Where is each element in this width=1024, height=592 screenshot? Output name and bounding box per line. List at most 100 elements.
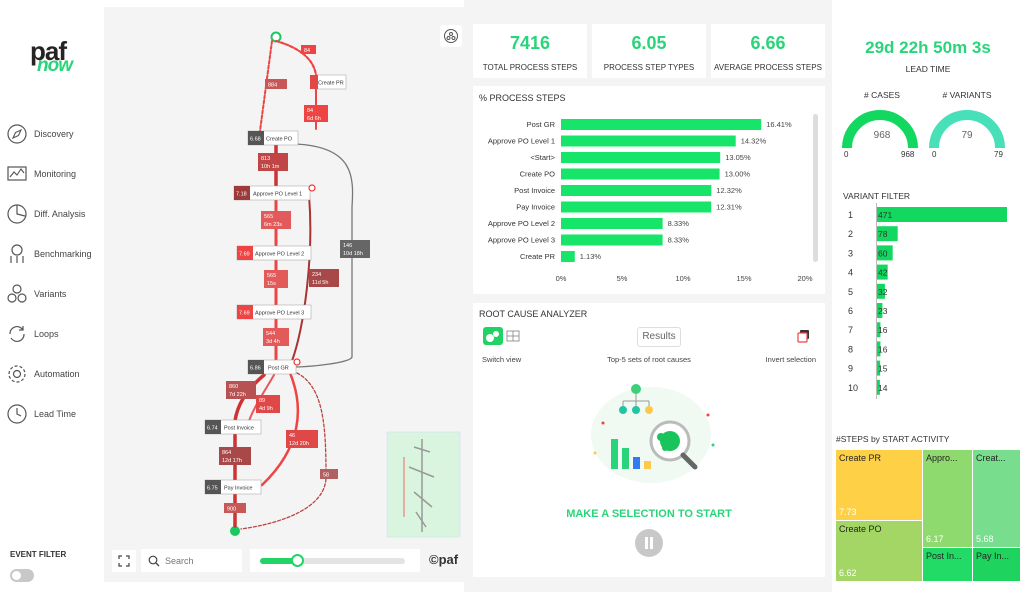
treemap-cell-create[interactable]: Creat... 5.68	[973, 450, 1020, 547]
node-create-po[interactable]: 6.68 Create PO	[247, 130, 299, 146]
sidebar-item-lead-time[interactable]: Lead Time	[6, 400, 102, 428]
node-create-pr[interactable]: Create PR	[310, 74, 347, 90]
variant-bar[interactable]	[876, 207, 1007, 222]
bar[interactable]	[561, 152, 721, 163]
bar[interactable]	[561, 201, 712, 213]
variant-rank: 4	[848, 268, 853, 278]
variant-bar[interactable]	[876, 245, 893, 261]
node-approve-level1[interactable]: 7.18 Approve PO Level 1	[233, 184, 316, 201]
bar[interactable]	[561, 168, 720, 180]
edge-label: 813 10h 1m	[258, 153, 288, 171]
edge-label: 544 3d 4h	[263, 328, 289, 346]
value-label: 1.13%	[580, 252, 602, 261]
variant-count: 32	[878, 287, 888, 297]
edge-postgr-postinvoice[interactable]	[233, 373, 266, 423]
category-label: Post GR	[527, 120, 556, 129]
kpi-value: 6.66	[750, 33, 786, 53]
variant-count: 16	[878, 325, 888, 335]
variant-bar[interactable]	[876, 303, 883, 318]
variant-bar[interactable]	[876, 283, 885, 299]
variant-rank: 7	[848, 325, 853, 335]
variant-count: 471	[878, 210, 892, 220]
results-button[interactable]: Results	[637, 327, 681, 347]
kpi-total-steps: 7416 TOTAL PROCESS STEPS	[473, 24, 587, 78]
bar[interactable]	[561, 234, 663, 246]
value-label: 12.31%	[716, 203, 742, 212]
search-box[interactable]	[141, 549, 242, 572]
svg-text:864: 864	[222, 450, 231, 456]
bar[interactable]	[561, 218, 663, 229]
node-post-gr[interactable]: 6.86 Post GR	[247, 358, 301, 375]
bar[interactable]	[561, 251, 575, 262]
process-map-canvas[interactable]: Create PR 6.68 Create PO 7.18 Approve PO L…	[104, 7, 464, 582]
kpi-step-types: 6.05 PROCESS STEP TYPES	[592, 24, 706, 78]
sidebar-item-variants[interactable]: Variants	[6, 280, 102, 308]
variant-bar[interactable]	[876, 379, 880, 395]
logo-paf: paf	[30, 36, 67, 66]
sidebar-item-diff-analysis[interactable]: Diff. Analysis	[6, 200, 102, 228]
node-count: 6.68	[250, 137, 261, 143]
process-steps-chart[interactable]: Post GR 16.41% Approve PO Level 1 14.32% <St…	[473, 86, 825, 294]
switch-view-button[interactable]	[483, 327, 503, 345]
sidebar-item-label: Variants	[34, 289, 67, 299]
tree-icon	[619, 384, 653, 414]
node-approve-level2[interactable]: 7.69 Approve PO Level 2	[236, 245, 312, 261]
sidebar-item-automation[interactable]: Automation	[6, 360, 102, 388]
invert-selection-button[interactable]	[795, 327, 813, 345]
search-input[interactable]	[165, 555, 240, 566]
treemap-cell-pay-invoice[interactable]: Pay In...	[973, 548, 1020, 581]
detail-slider[interactable]	[250, 549, 420, 572]
node-post-invoice[interactable]: 6.74 Post Invoice	[204, 419, 262, 435]
sidebar-item-loops[interactable]: Loops	[6, 320, 102, 348]
edge-start-createpr[interactable]	[274, 39, 318, 77]
sidebar-item-label: Benchmarking	[34, 249, 92, 259]
value-label: 8.33%	[668, 236, 690, 245]
event-filter-toggle[interactable]	[10, 569, 34, 582]
bar[interactable]	[561, 119, 762, 130]
sidebar-item-discovery[interactable]: Discovery	[6, 120, 102, 148]
end-node[interactable]	[230, 526, 240, 536]
svg-text:146: 146	[343, 243, 352, 249]
grid-view-button[interactable]	[506, 329, 520, 343]
treemap-cell-value: 6.62	[839, 568, 857, 578]
node-label: Approve PO Level 1	[253, 192, 302, 198]
chart-scrollbar[interactable]	[813, 114, 818, 262]
edge-postgr-payinvoice[interactable]	[260, 371, 300, 487]
slider-handle[interactable]	[291, 554, 304, 567]
svg-text:84: 84	[304, 48, 310, 54]
logo-now: now	[37, 55, 73, 76]
treemap-cell-create-po[interactable]: Create PO 6.62	[836, 521, 922, 581]
variant-bar[interactable]	[876, 341, 881, 357]
edge-label: 565 6m 23s	[261, 211, 291, 229]
minimap[interactable]	[386, 431, 461, 538]
sidebar-item-monitoring[interactable]: Monitoring	[6, 160, 102, 188]
treemap-cell-post-invoice[interactable]: Post In...	[923, 548, 972, 581]
variant-bar[interactable]	[876, 360, 881, 376]
node-pay-invoice[interactable]: 6.75 Pay Invoice	[204, 479, 262, 495]
variant-bar[interactable]	[876, 264, 888, 280]
map-settings-button[interactable]	[440, 25, 462, 47]
edge-label: 864 12d 17h	[219, 447, 251, 465]
sidebar: paf now Discovery Monitoring Diff. Analy…	[0, 0, 104, 592]
edge-level1-postgr[interactable]	[291, 194, 312, 362]
treemap-cell-create-pr[interactable]: Create PR 7.73	[836, 450, 922, 520]
edge-createpo-postgr[interactable]	[291, 143, 354, 368]
pause-button[interactable]	[635, 529, 663, 557]
variant-bar[interactable]	[876, 322, 881, 338]
fullscreen-button[interactable]	[112, 550, 136, 572]
bar[interactable]	[561, 135, 736, 147]
variant-rank: 2	[848, 229, 853, 239]
edge-label: 89 4d 9h	[256, 395, 280, 413]
category-label: Approve PO Level 2	[488, 219, 555, 228]
variant-filter-chart[interactable]: 1 471 2 78 3 60 4 42 5 32 6 23 7 16 8 16 9 15 10 14	[832, 203, 1017, 403]
node-approve-level3[interactable]: 7.69 Approve PO Level 3	[236, 304, 312, 320]
variant-bar[interactable]	[876, 226, 898, 242]
edge-label: 884	[265, 79, 287, 89]
cases-gauge	[842, 110, 918, 149]
value-label: 8.33%	[668, 219, 690, 228]
category-label: <Start>	[530, 153, 555, 162]
sidebar-item-benchmarking[interactable]: Benchmarking	[6, 240, 102, 268]
variants-min: 0	[932, 150, 937, 159]
treemap-cell-approve[interactable]: Appro... 6.17	[923, 450, 972, 547]
bar[interactable]	[561, 185, 712, 196]
